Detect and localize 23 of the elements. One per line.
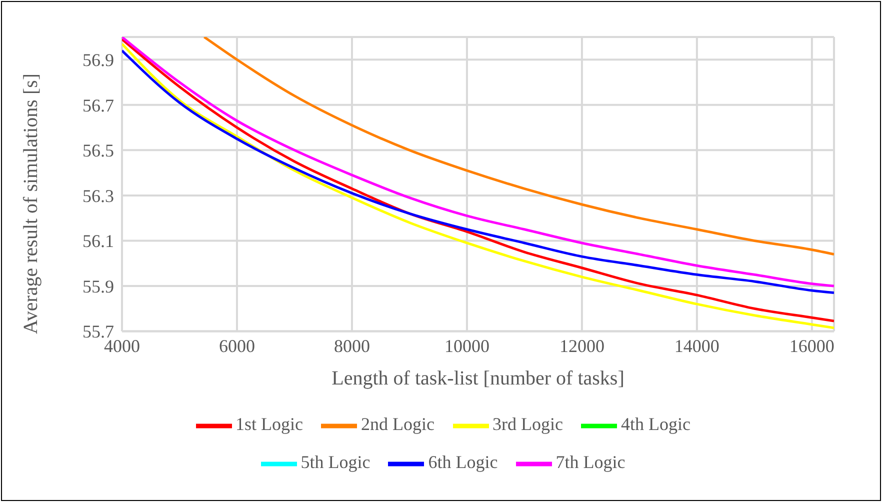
legend-label: 2nd Logic (361, 414, 434, 434)
x-tick-label: 8000 (334, 336, 370, 356)
x-tick-label: 6000 (218, 336, 255, 356)
line-series (202, 37, 834, 256)
y-tick-label: 56.7 (82, 95, 114, 116)
x-tick-label: 12000 (559, 336, 604, 356)
legend-label: 1st Logic (236, 414, 303, 434)
x-axis-title: Length of task-list [number of tasks] (332, 367, 624, 390)
legend-label: 4th Logic (620, 414, 690, 434)
x-tick-label: 4000 (104, 336, 140, 356)
legend-label: 5th Logic (300, 452, 370, 472)
y-tick-label: 56.5 (82, 140, 114, 161)
x-tick-label: 14000 (674, 336, 720, 356)
y-tick-label: 56.1 (82, 231, 114, 252)
y-tick-label: 56.3 (82, 186, 114, 206)
y-axis-title: Average result of simulations [s] (20, 73, 42, 334)
y-tick-label: 55.9 (82, 276, 114, 296)
legend-label: 3rd Logic (492, 414, 563, 434)
x-tick-label: 10000 (444, 336, 490, 356)
legend-label: 7th Logic (556, 452, 626, 472)
x-tick-label: 16000 (789, 336, 834, 356)
y-tick-label: 56.9 (82, 50, 114, 70)
legend-label: 6th Logic (428, 452, 498, 472)
